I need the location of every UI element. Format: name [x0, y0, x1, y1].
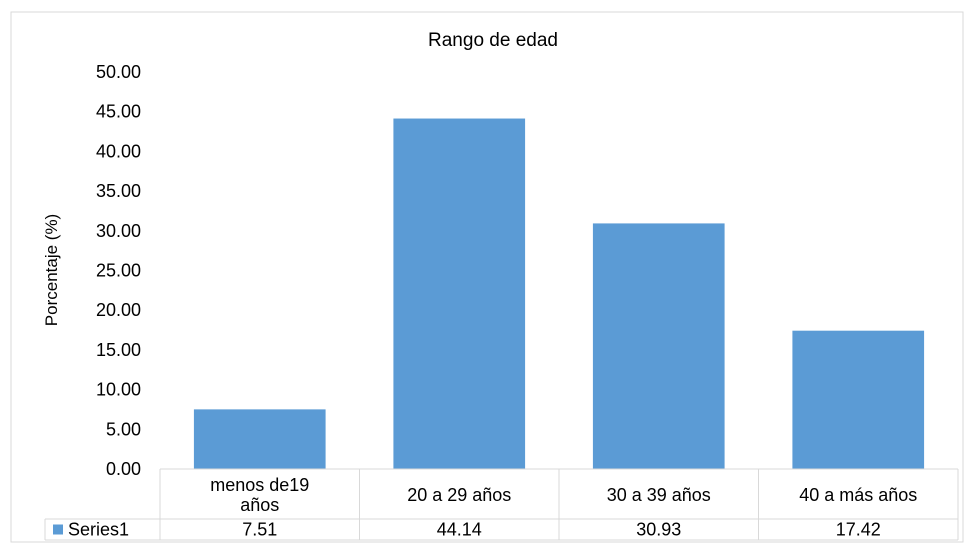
y-tick-label: 15.00: [96, 340, 141, 360]
bar: [193, 409, 326, 469]
category-label: menos de19: [210, 475, 309, 495]
y-tick-label: 45.00: [96, 102, 141, 122]
y-tick-label: 0.00: [106, 459, 141, 479]
y-axis-ticks: 0.00 5.00 10.00 15.00 20.00 25.00 30.00 35.00 40…: [96, 62, 141, 479]
y-tick-label: 30.00: [96, 221, 141, 241]
category-label: 30 a 39 años: [607, 485, 711, 505]
y-tick-label: 20.00: [96, 300, 141, 320]
bars: [193, 118, 925, 470]
bar: [393, 118, 526, 470]
data-value-label: 30.93: [636, 520, 681, 540]
category-label: 20 a 29 años: [407, 485, 511, 505]
legend-swatch: [53, 524, 63, 535]
y-tick-label: 10.00: [96, 380, 141, 400]
category-label: 40 a más años: [799, 485, 917, 505]
y-axis-label: Porcentaje (%): [42, 214, 61, 326]
data-value-label: 44.14: [437, 520, 482, 540]
bar: [792, 330, 925, 469]
data-value-label: 17.42: [836, 520, 881, 540]
bar: [592, 223, 725, 469]
y-tick-label: 5.00: [106, 419, 141, 439]
y-tick-label: 40.00: [96, 141, 141, 161]
y-tick-label: 35.00: [96, 181, 141, 201]
legend-series-name: Series1: [68, 520, 129, 540]
data-value-label: 7.51: [242, 520, 277, 540]
chart-title: Rango de edad: [428, 30, 558, 51]
y-tick-label: 50.00: [96, 62, 141, 82]
y-tick-label: 25.00: [96, 261, 141, 281]
category-label: años: [240, 495, 279, 515]
